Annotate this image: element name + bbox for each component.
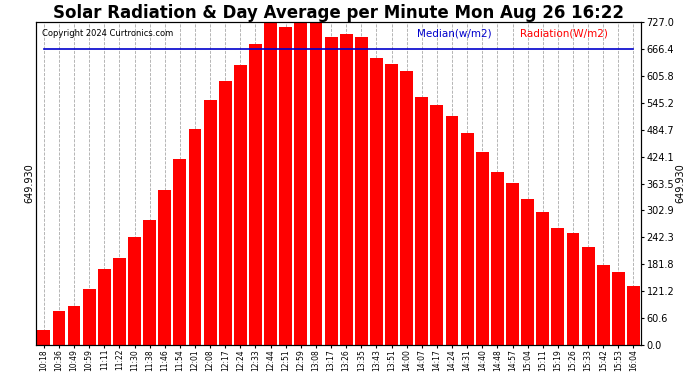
Bar [279, 27, 292, 345]
Bar [204, 99, 217, 345]
Bar [491, 172, 504, 345]
Bar [566, 234, 580, 345]
Bar [612, 272, 624, 345]
Bar [83, 289, 96, 345]
Bar [339, 34, 353, 345]
Bar [249, 44, 262, 345]
Bar [234, 64, 247, 345]
Bar [431, 105, 444, 345]
Bar [506, 183, 519, 345]
Title: Solar Radiation & Day Average per Minute Mon Aug 26 16:22: Solar Radiation & Day Average per Minute… [53, 4, 624, 22]
Bar [582, 247, 595, 345]
Bar [264, 22, 277, 345]
Y-axis label: 649.930: 649.930 [25, 164, 35, 203]
Bar [310, 22, 322, 345]
Bar [37, 330, 50, 345]
Bar [355, 36, 368, 345]
Bar [476, 152, 489, 345]
Bar [415, 97, 428, 345]
Bar [158, 190, 171, 345]
Bar [144, 219, 156, 345]
Bar [325, 37, 337, 345]
Bar [521, 200, 534, 345]
Text: Copyright 2024 Curtronics.com: Copyright 2024 Curtronics.com [42, 29, 174, 38]
Y-axis label: 649.930: 649.930 [676, 164, 686, 203]
Bar [52, 311, 66, 345]
Bar [113, 258, 126, 345]
Bar [597, 266, 610, 345]
Bar [219, 81, 232, 345]
Text: Median(w/m2): Median(w/m2) [417, 29, 492, 39]
Bar [385, 64, 398, 345]
Bar [446, 116, 458, 345]
Bar [536, 212, 549, 345]
Bar [400, 70, 413, 345]
Bar [461, 133, 473, 345]
Bar [370, 58, 383, 345]
Bar [188, 129, 201, 345]
Bar [98, 269, 110, 345]
Bar [551, 228, 564, 345]
Bar [128, 237, 141, 345]
Bar [68, 306, 81, 345]
Bar [173, 159, 186, 345]
Bar [295, 24, 307, 345]
Text: Radiation(W/m2): Radiation(W/m2) [520, 29, 608, 39]
Bar [627, 286, 640, 345]
